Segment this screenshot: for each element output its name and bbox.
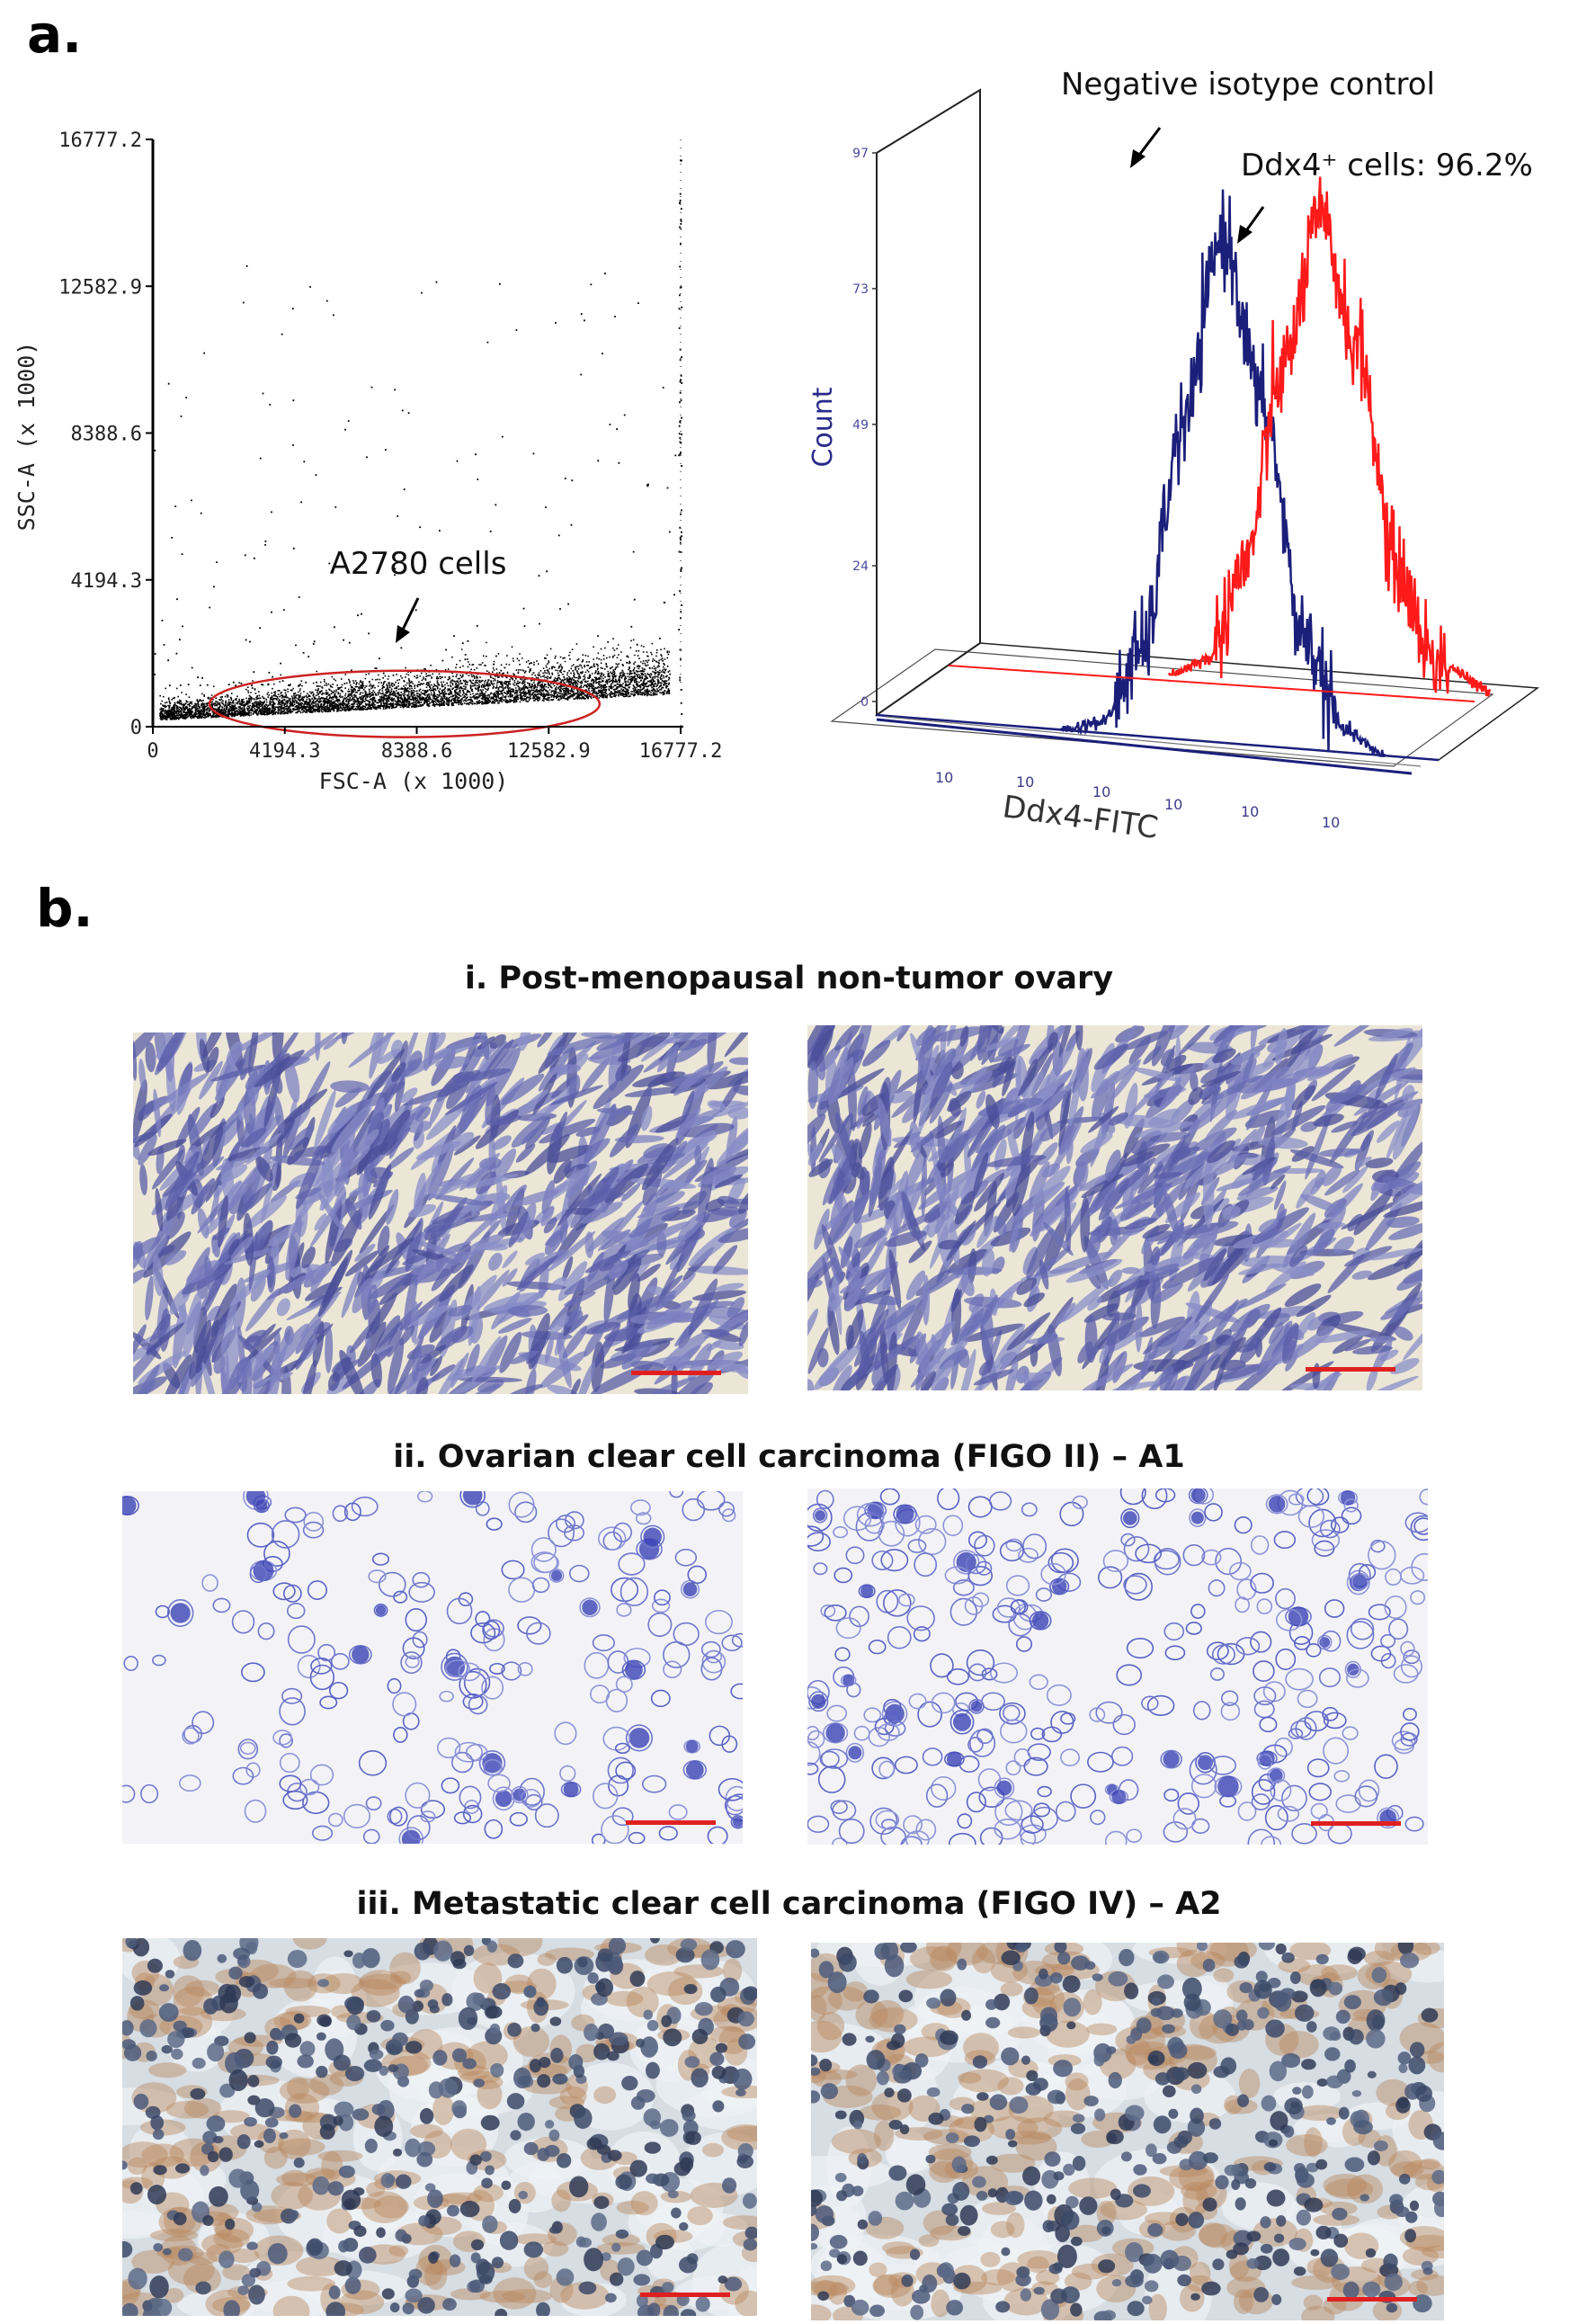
scale-bar — [1311, 1821, 1401, 1826]
scale-bar — [631, 1371, 721, 1375]
x-tick-label: 4194.3 — [249, 740, 320, 763]
hist-y-tick-label: 49 — [852, 418, 869, 433]
gate-arrow — [396, 597, 420, 643]
hist-y-tick-label: 73 — [852, 282, 869, 297]
y-tick-label: 12582.9 — [58, 276, 142, 299]
series-ddx4-positive — [1167, 176, 1492, 697]
scale-bar — [1306, 1367, 1395, 1372]
y-tick-label: 0 — [130, 717, 142, 739]
panel-a-label: a. — [27, 4, 83, 65]
y-tick-label: 4194.3 — [71, 570, 142, 593]
micrograph-i-left — [133, 1032, 748, 1394]
x-axis-label: FSC-A (x 1000) — [319, 768, 509, 794]
hist-y-tick-label: 24 — [852, 559, 869, 574]
x-tick-label: 12582.9 — [507, 740, 591, 763]
hist-x-tick-label: 10 — [1092, 783, 1110, 800]
series-negative-isotype-control — [1059, 189, 1386, 758]
annotation-ddx4-positive: Ddx4⁺ cells: 96.2% — [1241, 147, 1533, 183]
scatter-events — [154, 159, 683, 728]
scatter-plot: 0 4194.3 8388.6 12582.9 16777.2 0 4194.3 8388.… — [13, 130, 723, 794]
x-tick-label: 16777.2 — [639, 740, 723, 763]
micrograph-i-right — [807, 1025, 1422, 1390]
row-title-ii: ii. Ovarian clear cell carcinoma (FIGO I… — [393, 1439, 1185, 1475]
scale-bar — [626, 1820, 716, 1825]
annotation-negative-control: Negative isotype control — [1061, 67, 1435, 103]
hist-x-tick-label: 10 — [1322, 814, 1340, 831]
annotation-negative-arrow — [1130, 127, 1162, 168]
micrograph-ii-left — [122, 1491, 743, 1844]
gate-ellipse — [208, 669, 602, 738]
micrograph-iii-left — [122, 1938, 757, 2316]
x-tick-label: 0 — [147, 740, 158, 763]
y-tick-label: 16777.2 — [58, 130, 142, 152]
hist-x-tick-label: 10 — [1164, 796, 1182, 813]
hist-x-label: Ddx4-FITC — [1001, 789, 1161, 846]
scale-bar — [640, 2293, 730, 2297]
hist-x-tick-label: 10 — [1241, 803, 1259, 820]
row-title-i: i. Post-menopausal non-tumor ovary — [464, 961, 1114, 997]
gate-label: A2780 cells — [330, 546, 507, 582]
x-tick-label: 8388.6 — [381, 740, 452, 763]
y-axis-label: SSC-A (x 1000) — [13, 342, 40, 532]
hist-x-tick-label: 10 — [1016, 773, 1034, 791]
hist-y-label: Count — [807, 387, 839, 467]
histogram-3d: 0 24 49 73 97 Count 10 10 10 10 10 10 Ddx4-FITC N… — [807, 67, 1540, 846]
micrograph-ii-right — [807, 1488, 1428, 1845]
y-tick-label: 8388.6 — [71, 424, 142, 446]
hist-y-tick-label: 0 — [860, 695, 869, 710]
row-title-iii: iii. Metastatic clear cell carcinoma (FI… — [356, 1886, 1222, 1922]
hist-y-tick-label: 97 — [852, 147, 869, 161]
scale-bar — [1327, 2297, 1417, 2302]
micrograph-iii-right — [811, 1943, 1444, 2320]
panel-b-label: b. — [36, 878, 94, 939]
annotation-ddx4-arrow — [1237, 206, 1265, 244]
floor-plane-front — [830, 648, 1494, 767]
back-plane — [876, 88, 981, 717]
hist-x-tick-label: 10 — [935, 769, 953, 786]
scatter-points — [154, 159, 683, 728]
